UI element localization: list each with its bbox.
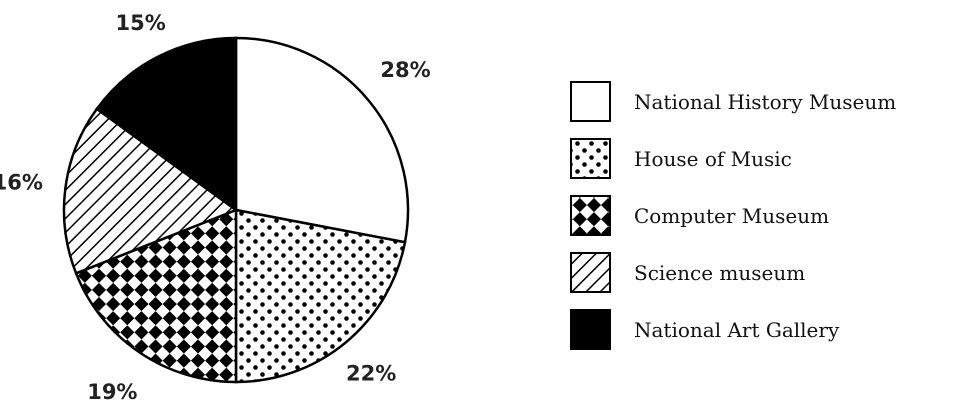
- legend-swatch-science-museum: [570, 252, 611, 293]
- legend-swatch-national-history-museum: [570, 81, 611, 122]
- slice-labels: 28% 22% 19% 16% 15%: [0, 11, 431, 404]
- pie-slice-science-museum: [62, 107, 239, 275]
- legend-label-national-art-gallery: National Art Gallery: [634, 318, 840, 342]
- pie-slices: [62, 36, 410, 384]
- legend-label-house-of-music: House of Music: [634, 147, 792, 171]
- legend-label-national-history-museum: National History Museum: [634, 90, 896, 114]
- pie-slice-computer-museum: [74, 208, 238, 384]
- slice-value-label-computer-museum: 19%: [87, 380, 137, 404]
- legend-label-computer-museum: Computer Museum: [634, 204, 829, 228]
- pie-slice-national-history-museum: [234, 36, 410, 244]
- pie-slice-house-of-music: [234, 208, 407, 384]
- legend-label-science-museum: Science museum: [634, 261, 805, 285]
- slice-value-label-house-of-music: 22%: [346, 361, 396, 385]
- legend-swatch-house-of-music: [570, 138, 611, 179]
- legend-swatch-computer-museum: [570, 195, 611, 236]
- pie-slice-national-art-gallery: [95, 36, 238, 213]
- slice-value-label-national-art-gallery: 15%: [116, 11, 166, 35]
- legend: National History Museum House of Music Com…: [570, 81, 896, 350]
- slice-value-label-science-museum: 16%: [0, 170, 43, 194]
- legend-swatch-national-art-gallery: [570, 309, 611, 350]
- slice-value-label-national-history-museum: 28%: [380, 58, 430, 82]
